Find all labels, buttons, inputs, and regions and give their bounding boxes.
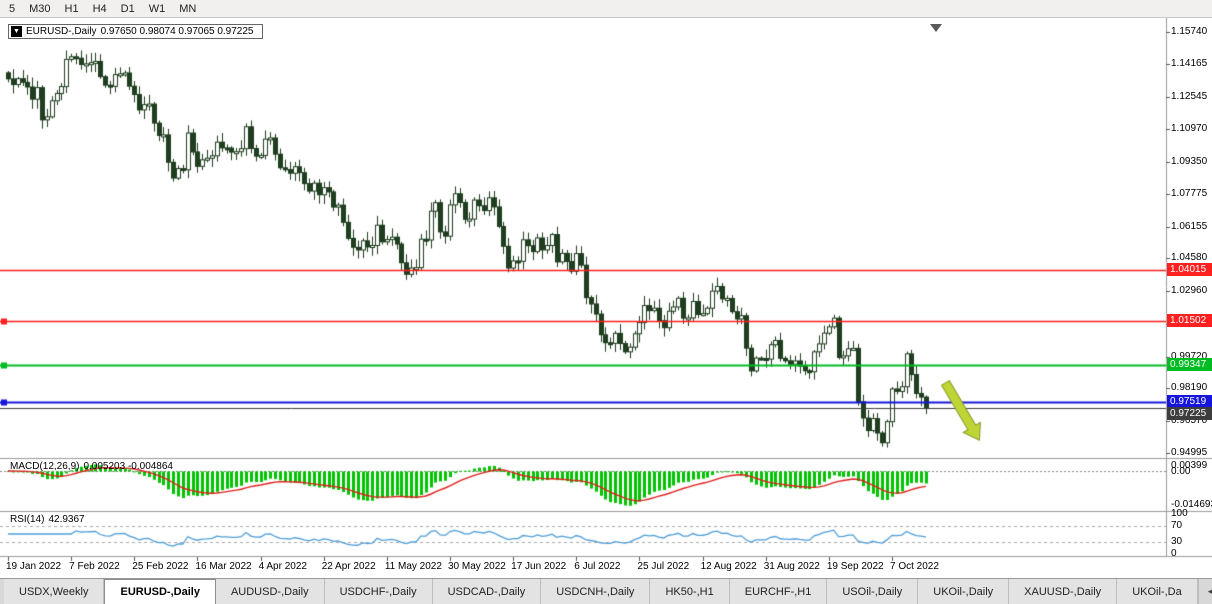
y-axis-label: 1.15740 — [1171, 26, 1208, 37]
price-level-tag: 0.99347 — [1167, 358, 1212, 372]
timeframe-button-mn[interactable]: MN — [179, 2, 197, 15]
tab-usdcad-daily[interactable]: USDCAD-,Daily — [432, 579, 542, 604]
date-label: 19 Sep 2022 — [826, 561, 884, 572]
chart-title-bar: ▼ EURUSD-,Daily 0.97650 0.98074 0.97065 … — [8, 24, 263, 39]
date-label: 12 Aug 2022 — [700, 561, 757, 572]
timeframe-toolbar: 5 M30 H1 H4 D1 W1 MN — [0, 0, 1212, 18]
chart-ohlc-values: 0.97650 0.98074 0.97065 0.97225 — [100, 26, 254, 37]
y-axis-label: 0.96570 — [1171, 415, 1208, 427]
price-level-tag: 1.01502 — [1167, 314, 1212, 328]
tab-usoil-daily[interactable]: USOil-,Daily — [827, 579, 919, 604]
date-label: 6 Jul 2022 — [574, 561, 621, 572]
date-label: 7 Feb 2022 — [69, 561, 120, 572]
timeframe-button-h1[interactable]: H1 — [64, 2, 79, 15]
timeframe-button-5[interactable]: 5 — [9, 2, 16, 15]
rsi-value: 42.9367 — [48, 514, 85, 525]
chart-dropdown-icon[interactable]: ▼ — [11, 26, 22, 37]
chart-shift-marker[interactable] — [930, 24, 942, 32]
date-label: 17 Jun 2022 — [511, 561, 567, 572]
rsi-axis-label: 100 — [1171, 508, 1188, 519]
macd-axis-label: 0.00 — [1171, 465, 1191, 477]
y-axis-label: 1.04580 — [1171, 252, 1208, 264]
tab-eurusd-daily[interactable]: EURUSD-,Daily — [104, 579, 216, 604]
tab-eurchf-h1[interactable]: EURCHF-,H1 — [729, 579, 828, 604]
y-axis-label: 1.07775 — [1171, 187, 1208, 199]
y-axis-label: 0.99720 — [1171, 351, 1208, 363]
date-label: 4 Apr 2022 — [258, 561, 307, 572]
rsi-panel-label: RSI(14) 42.9367 — [10, 514, 89, 525]
chart-symbol-period: EURUSD-,Daily — [26, 26, 97, 37]
rsi-axis-label: 0 — [1171, 548, 1177, 559]
tab-audusd-daily[interactable]: AUDUSD-,Daily — [215, 579, 325, 604]
macd-name: MACD(12,26,9) — [10, 461, 80, 472]
y-axis-label: 1.14165 — [1171, 57, 1208, 69]
macd-panel-label: MACD(12,26,9) 0.005203 -0.004864 — [10, 461, 177, 472]
tab-usdcnh-daily[interactable]: USDCNH-,Daily — [541, 579, 651, 604]
y-axis-label: 1.10970 — [1171, 122, 1208, 134]
macd-axis-label: -0.014693 — [1171, 499, 1212, 510]
rsi-name: RSI(14) — [10, 514, 45, 525]
price-level-tag: 0.97519 — [1167, 395, 1212, 409]
tab-hk50-h1[interactable]: HK50-,H1 — [650, 579, 730, 604]
date-label: 31 Aug 2022 — [763, 561, 820, 572]
date-label: 22 Apr 2022 — [321, 561, 376, 572]
tab-usdchf-daily[interactable]: USDCHF-,Daily — [324, 579, 433, 604]
tab-xauusd-daily[interactable]: XAUUSD-,Daily — [1009, 579, 1118, 604]
y-axis-label: 0.98190 — [1171, 382, 1208, 394]
y-axis-label: 0.94995 — [1171, 447, 1208, 458]
y-axis-label: 1.09350 — [1171, 155, 1208, 167]
date-label: 30 May 2022 — [448, 561, 506, 572]
date-label: 19 Jan 2022 — [6, 561, 62, 572]
y-axis-label: 1.06155 — [1171, 220, 1208, 232]
chart-tab-bar: USDX,Weekly EURUSD-,Daily AUDUSD-,Daily USD… — [0, 578, 1212, 604]
timeframe-button-m30[interactable]: M30 — [29, 2, 51, 15]
timeframe-button-w1[interactable]: W1 — [148, 2, 166, 15]
date-label: 25 Jul 2022 — [637, 561, 690, 572]
price-level-tag: 1.04015 — [1167, 263, 1212, 277]
date-label: 11 May 2022 — [384, 561, 442, 572]
rsi-axis-label: 70 — [1171, 519, 1183, 531]
trend-arrow-annotation[interactable] — [937, 375, 987, 448]
date-label: 16 Mar 2022 — [195, 561, 252, 572]
macd-values: 0.005203 -0.004864 — [83, 461, 173, 472]
macd-axis-label: 0.00399 — [1171, 460, 1208, 471]
y-axis-label: 1.12545 — [1171, 90, 1208, 102]
timeframe-button-d1[interactable]: D1 — [120, 2, 135, 15]
date-label: 7 Oct 2022 — [890, 561, 939, 572]
tab-scroll-left-icon[interactable]: ◀ — [1197, 579, 1212, 604]
price-chart-canvas[interactable] — [0, 18, 1212, 578]
y-axis-label: 1.02960 — [1171, 285, 1208, 297]
rsi-axis-label: 30 — [1171, 536, 1183, 548]
tab-usdx-weekly[interactable]: USDX,Weekly — [4, 579, 105, 604]
tab-ukoil-da[interactable]: UKOil-,Da — [1117, 579, 1198, 604]
price-level-tag: 0.97225 — [1167, 407, 1212, 421]
timeframe-button-h4[interactable]: H4 — [92, 2, 107, 15]
tab-ukoil-daily[interactable]: UKOil-,Daily — [918, 579, 1010, 604]
date-label: 25 Feb 2022 — [132, 561, 189, 572]
